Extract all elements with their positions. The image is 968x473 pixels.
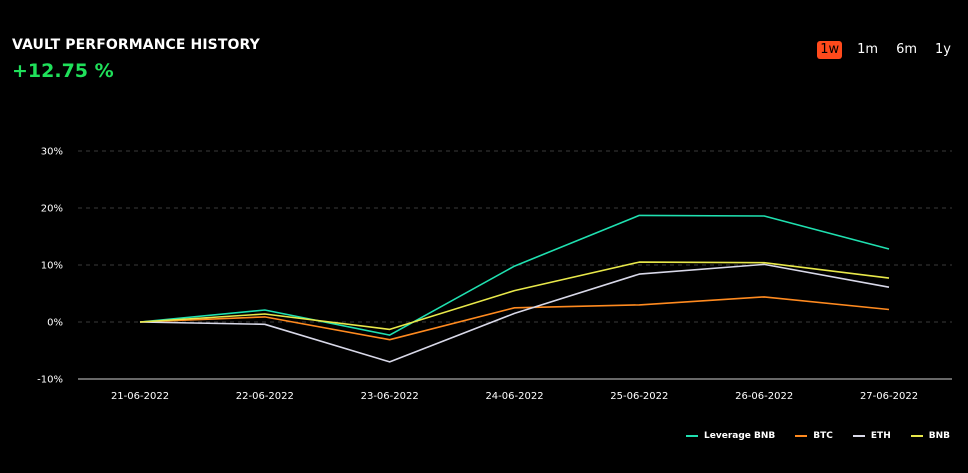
legend-item[interactable]: Leverage BNB bbox=[686, 431, 775, 441]
legend-label: BTC bbox=[813, 431, 833, 441]
range-6m-button[interactable]: 6m bbox=[896, 42, 918, 57]
legend-swatch bbox=[910, 435, 923, 437]
legend-item[interactable]: BTC bbox=[795, 431, 833, 441]
range-selector: 1w 1m 6m 1y bbox=[817, 41, 954, 59]
legend-swatch bbox=[795, 435, 808, 437]
x-tick-label: 23-06-2022 bbox=[361, 391, 419, 402]
performance-value: +12.75 % bbox=[12, 60, 114, 82]
x-tick-label: 22-06-2022 bbox=[236, 391, 294, 402]
x-tick-label: 24-06-2022 bbox=[485, 391, 543, 402]
legend-item[interactable]: ETH bbox=[852, 431, 891, 441]
x-tick-label: 25-06-2022 bbox=[610, 391, 668, 402]
range-1m-button[interactable]: 1m bbox=[857, 42, 879, 57]
legend-label: ETH bbox=[870, 431, 891, 441]
legend-swatch bbox=[686, 435, 699, 437]
series-line bbox=[139, 296, 890, 341]
series-line bbox=[139, 214, 890, 336]
page-title: VAULT PERFORMANCE HISTORY bbox=[12, 37, 260, 53]
range-1w-button[interactable]: 1w bbox=[817, 41, 843, 59]
legend-label: Leverage BNB bbox=[704, 431, 776, 441]
y-tick-label: 0% bbox=[47, 318, 63, 329]
legend-swatch bbox=[852, 435, 865, 437]
series-line bbox=[139, 263, 890, 363]
y-tick-label: -10% bbox=[37, 375, 63, 386]
range-1y-button[interactable]: 1y bbox=[935, 42, 951, 57]
y-tick-label: 20% bbox=[41, 204, 63, 215]
x-tick-label: 21-06-2022 bbox=[111, 391, 169, 402]
chart-legend: Leverage BNB BTC ETH BNB bbox=[686, 431, 950, 441]
x-tick-label: 26-06-2022 bbox=[735, 391, 793, 402]
x-tick-label: 27-06-2022 bbox=[860, 391, 918, 402]
y-tick-label: 30% bbox=[41, 147, 63, 158]
legend-label: BNB bbox=[928, 431, 950, 441]
y-tick-label: 10% bbox=[41, 261, 63, 272]
series-line bbox=[139, 261, 890, 331]
legend-item[interactable]: BNB bbox=[910, 431, 950, 441]
